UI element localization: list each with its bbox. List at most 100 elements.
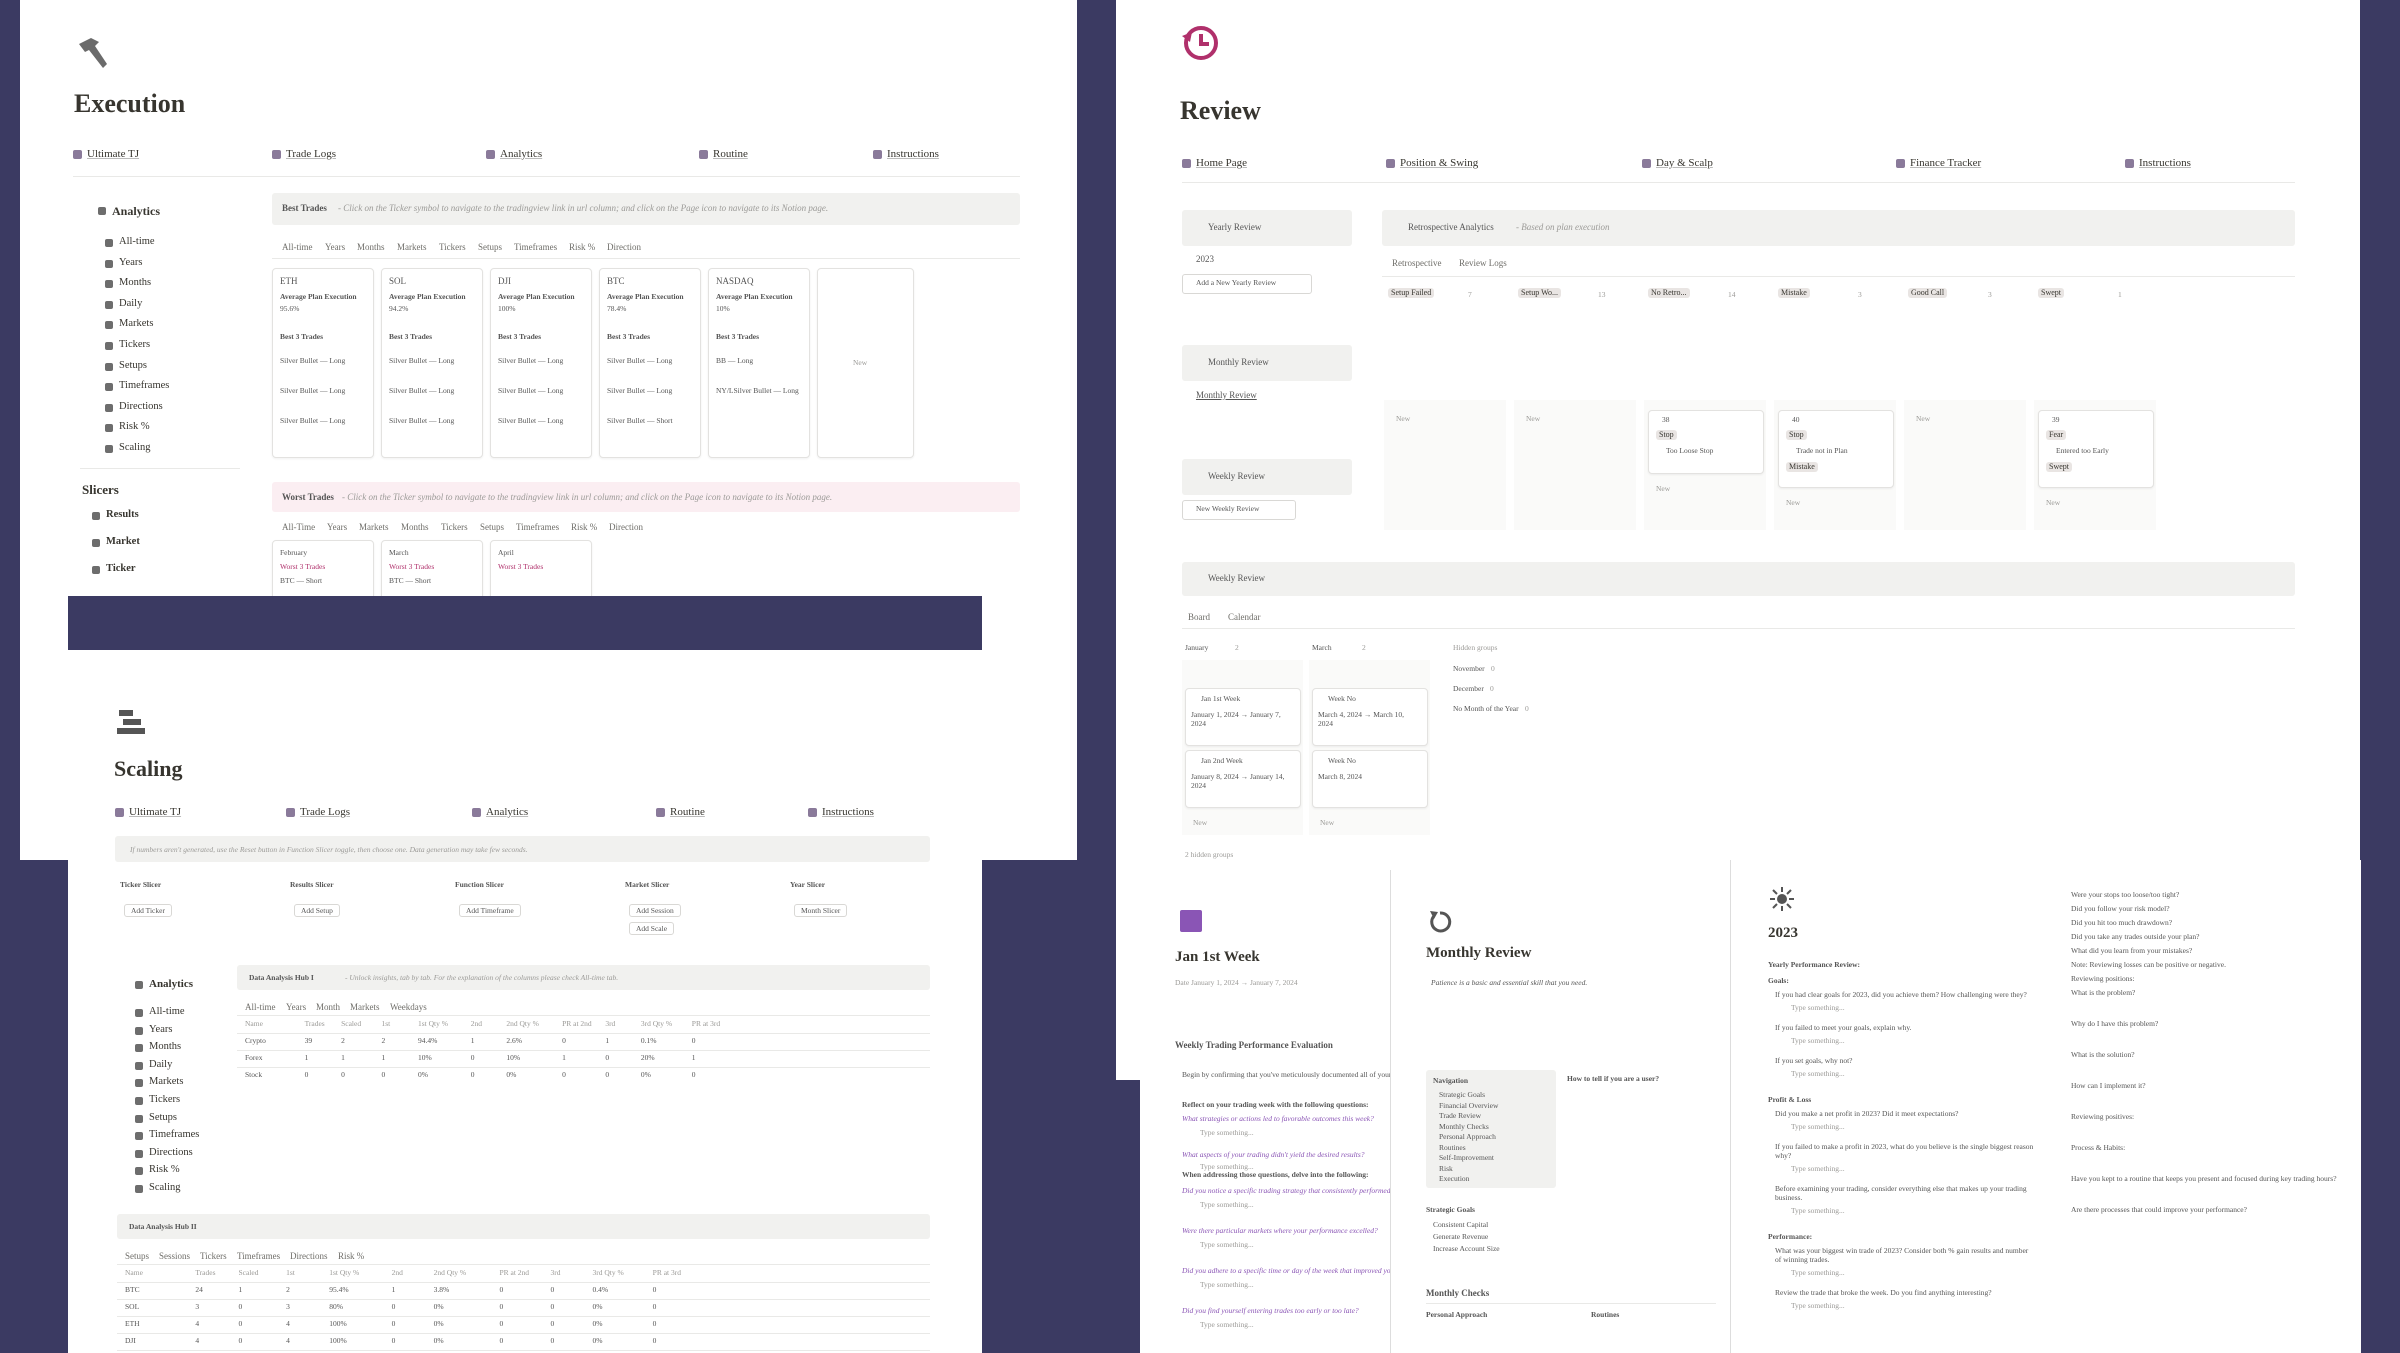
nav-link[interactable]: Ultimate TJ <box>73 148 139 161</box>
slicer-toggle[interactable]: Results Slicer <box>290 880 334 889</box>
sidebar-link[interactable]: Daily <box>105 298 142 311</box>
tab[interactable]: Markets <box>397 242 427 252</box>
tab[interactable]: Direction <box>607 242 641 252</box>
nav-link[interactable]: Analytics <box>472 806 528 819</box>
input-placeholder[interactable]: Type something... <box>1200 1200 1254 1209</box>
input-placeholder[interactable]: Type something... <box>1791 1122 1845 1131</box>
nav-link[interactable]: Analytics <box>486 148 542 161</box>
input-placeholder[interactable]: Type something... <box>1791 1301 1845 1310</box>
add-button-label[interactable]: New Weekly Review <box>1196 504 1260 513</box>
board-card[interactable] <box>1648 410 1764 474</box>
tab[interactable]: Months <box>357 242 385 252</box>
hidden-note[interactable]: 2 hidden groups <box>1185 850 1234 859</box>
board-card[interactable] <box>2038 410 2154 488</box>
nav-item[interactable]: Strategic Goals <box>1439 1090 1486 1099</box>
sidebar-link[interactable]: Directions <box>105 401 163 414</box>
input-placeholder[interactable]: Type something... <box>1791 1036 1845 1045</box>
slicer-toggle[interactable]: Function Slicer <box>455 880 504 889</box>
sidebar-link[interactable]: All-time <box>135 1006 185 1019</box>
tab[interactable]: Directions <box>290 1251 328 1261</box>
input-placeholder[interactable]: Type something... <box>1200 1128 1254 1137</box>
tab[interactable]: Weekdays <box>390 1002 427 1012</box>
sidebar-link[interactable]: Markets <box>135 1076 183 1089</box>
slicer-toggle[interactable]: Market Slicer <box>625 880 670 889</box>
new-item[interactable]: New <box>1193 818 1208 827</box>
slicer-button[interactable]: Add Ticker <box>124 904 172 917</box>
tab[interactable]: Calendar <box>1228 612 1261 622</box>
tab[interactable]: Years <box>325 242 346 252</box>
new-item[interactable]: New <box>2046 498 2061 507</box>
sidebar-link[interactable]: Timeframes <box>135 1129 199 1142</box>
nav-link[interactable]: Trade Logs <box>286 806 350 819</box>
nav-link[interactable]: Finance Tracker <box>1896 157 1981 170</box>
tab[interactable]: Month <box>316 1002 341 1012</box>
tab[interactable]: All-time <box>282 242 313 252</box>
nav-link[interactable]: Instructions <box>2125 157 2191 170</box>
input-placeholder[interactable]: Type something... <box>1200 1280 1254 1289</box>
slicer-button[interactable]: Add Scale <box>629 922 675 935</box>
board-card[interactable] <box>1185 688 1301 746</box>
new-card[interactable] <box>817 268 914 458</box>
tab[interactable]: All-time <box>245 1002 276 1012</box>
slicer-toggle[interactable]: Market <box>92 536 140 549</box>
tab[interactable]: Tickers <box>441 522 468 532</box>
tab[interactable]: Timeframes <box>514 242 558 252</box>
nav-item[interactable]: Financial Overview <box>1439 1100 1499 1110</box>
new-item[interactable]: New <box>1320 818 1335 827</box>
nav-link[interactable]: Day & Scalp <box>1642 157 1713 170</box>
nav-item[interactable]: Personal Approach <box>1439 1132 1496 1141</box>
nav-link[interactable]: Home Page <box>1182 157 1247 170</box>
sidebar-link[interactable]: Risk % <box>105 421 150 434</box>
slicer-toggle[interactable]: Ticker <box>92 563 136 576</box>
new-item[interactable]: New <box>1526 414 1541 423</box>
tab[interactable]: Timeframes <box>237 1251 281 1261</box>
tab[interactable]: Direction <box>609 522 643 532</box>
gallery-card[interactable] <box>272 268 374 458</box>
sidebar-link[interactable]: Years <box>105 257 142 270</box>
sidebar-link[interactable]: Tickers <box>105 339 150 352</box>
nav-item[interactable]: Trade Review <box>1439 1111 1482 1120</box>
input-placeholder[interactable]: Type something... <box>1791 1003 1845 1012</box>
new-label[interactable]: New <box>853 358 868 367</box>
nav-item[interactable]: Monthly Checks <box>1439 1121 1489 1131</box>
input-placeholder[interactable]: Type something... <box>1200 1320 1254 1329</box>
sidebar-link[interactable]: Timeframes <box>105 380 169 393</box>
sidebar-link[interactable]: Setups <box>105 360 147 373</box>
nav-link[interactable]: Routine <box>699 148 748 161</box>
sidebar-link[interactable]: Daily <box>135 1059 172 1072</box>
tab[interactable]: Tickers <box>439 242 466 252</box>
new-item[interactable]: New <box>1656 484 1671 493</box>
input-placeholder[interactable]: Type something... <box>1791 1069 1845 1078</box>
nav-link[interactable]: Ultimate TJ <box>115 806 181 819</box>
board-card[interactable] <box>1185 750 1301 808</box>
tab[interactable]: Setups <box>125 1251 150 1261</box>
nav-item[interactable]: Self-Improvement <box>1439 1153 1494 1162</box>
input-placeholder[interactable]: Type something... <box>1791 1268 1845 1277</box>
nav-link[interactable]: Instructions <box>808 806 874 819</box>
sidebar-link[interactable]: Setups <box>135 1112 177 1125</box>
nav-item[interactable]: Risk <box>1439 1163 1453 1173</box>
slicer-toggle[interactable]: Ticker Slicer <box>120 880 162 889</box>
tab[interactable]: Setups <box>480 522 505 532</box>
input-placeholder[interactable]: Type something... <box>1200 1240 1254 1249</box>
tab[interactable]: Review Logs <box>1459 258 1507 268</box>
tab[interactable]: Timeframes <box>516 522 560 532</box>
sidebar-link[interactable]: Months <box>105 277 151 290</box>
new-item[interactable]: New <box>1396 414 1411 423</box>
tab[interactable]: Risk % <box>571 522 598 532</box>
input-placeholder[interactable]: Type something... <box>1791 1164 1845 1173</box>
sidebar-link[interactable]: Scaling <box>105 442 151 455</box>
board-card[interactable] <box>1312 750 1428 808</box>
input-placeholder[interactable]: Type something... <box>1200 1162 1254 1171</box>
yearly-item[interactable]: 2023 <box>1196 254 1214 264</box>
tab[interactable]: Years <box>327 522 348 532</box>
tab[interactable]: Markets <box>359 522 389 532</box>
tab[interactable]: Risk % <box>338 1251 365 1261</box>
nav-link[interactable]: Trade Logs <box>272 148 336 161</box>
slicer-button[interactable]: Add Setup <box>294 904 340 917</box>
sidebar-link[interactable]: Months <box>135 1041 181 1054</box>
board-card[interactable] <box>1312 688 1428 746</box>
tab[interactable]: Years <box>286 1002 307 1012</box>
tab[interactable]: Board <box>1188 612 1210 622</box>
sidebar-link[interactable]: Risk % <box>135 1164 180 1177</box>
